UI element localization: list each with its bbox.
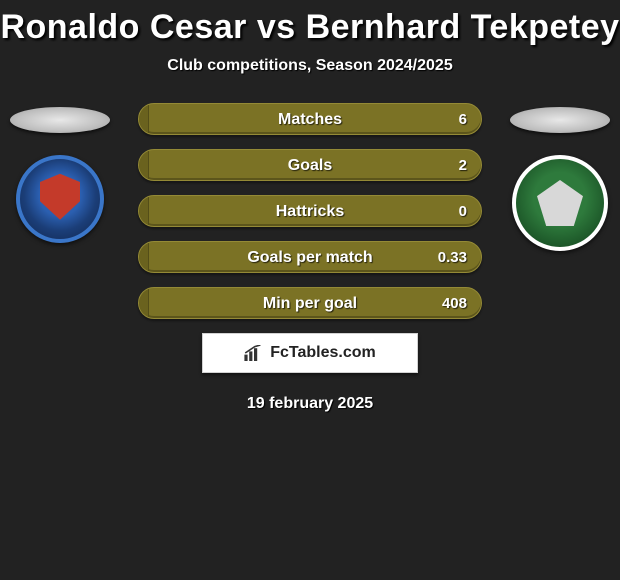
stat-bar: Min per goal 408 xyxy=(138,287,482,319)
player-placeholder-left xyxy=(10,107,110,133)
stat-value: 0 xyxy=(459,196,467,227)
club-badge-left xyxy=(16,155,104,243)
stat-bar: Goals 2 xyxy=(138,149,482,181)
stat-value: 2 xyxy=(459,150,467,181)
stat-bar: Goals per match 0.33 xyxy=(138,241,482,273)
stat-value: 408 xyxy=(442,288,467,319)
player-placeholder-right xyxy=(510,107,610,133)
brand-text: FcTables.com xyxy=(270,344,376,362)
page-title: Ronaldo Cesar vs Bernhard Tekpetey xyxy=(0,0,620,47)
stat-label: Hattricks xyxy=(139,196,481,227)
club-badge-right xyxy=(512,155,608,251)
stat-value: 6 xyxy=(459,104,467,135)
player-left xyxy=(0,103,120,243)
comparison-panel: Matches 6 Goals 2 Hattricks 0 Goals per … xyxy=(0,103,620,413)
page-subtitle: Club competitions, Season 2024/2025 xyxy=(0,57,620,75)
stat-bar: Matches 6 xyxy=(138,103,482,135)
player-right xyxy=(500,103,620,251)
stat-label: Min per goal xyxy=(139,288,481,319)
stat-label: Goals xyxy=(139,150,481,181)
chart-icon xyxy=(244,345,264,361)
stat-label: Matches xyxy=(139,104,481,135)
brand-box: FcTables.com xyxy=(202,333,418,373)
stat-bar: Hattricks 0 xyxy=(138,195,482,227)
stat-label: Goals per match xyxy=(139,242,481,273)
stat-bars: Matches 6 Goals 2 Hattricks 0 Goals per … xyxy=(138,103,482,319)
footer-date: 19 february 2025 xyxy=(0,395,620,413)
stat-value: 0.33 xyxy=(438,242,467,273)
